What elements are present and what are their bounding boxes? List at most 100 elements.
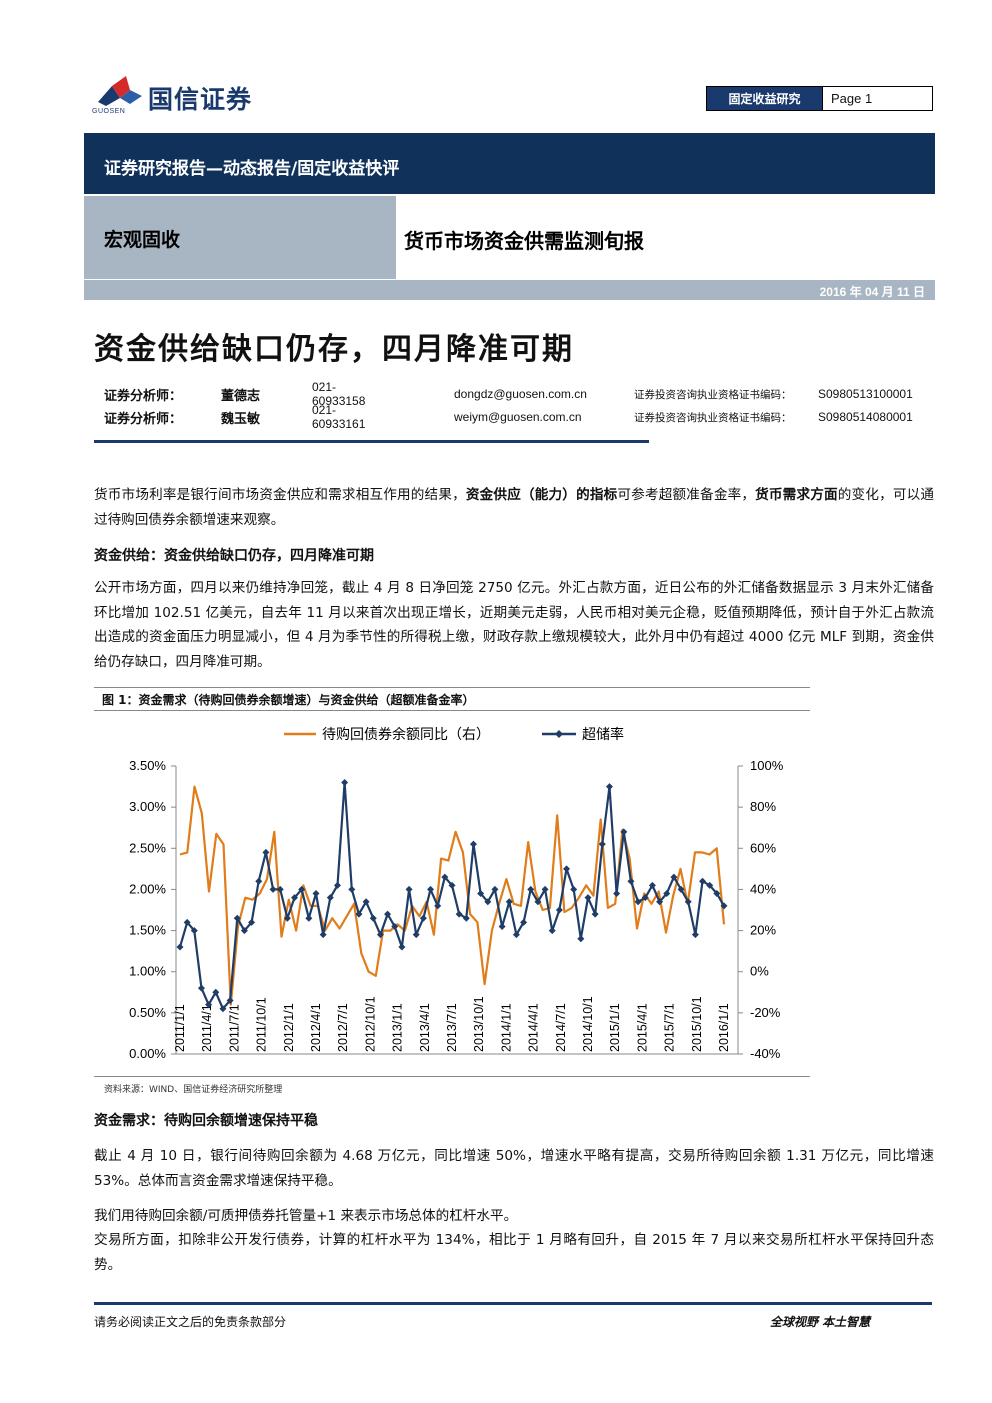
data-point [641,894,649,902]
data-point [405,885,413,893]
data-point [598,840,606,848]
legend-label: 超储率 [582,726,624,743]
data-point [684,898,692,906]
data-point [663,890,671,898]
footer-slogan: 全球视野 本土智慧 [770,1315,871,1329]
report-title-band: 货币市场资金供需监测旬报 [396,196,935,279]
data-point [419,914,427,922]
data-point [555,906,563,914]
data-point [190,927,198,935]
analyst-cert-number: S0980514080001 [818,410,913,424]
data-point [534,898,542,906]
analyst-divider [94,440,649,443]
analyst-email[interactable]: dongdz@guosen.com.cn [454,387,587,401]
data-point [448,881,456,889]
data-point [312,890,320,898]
data-point [462,914,470,922]
x-tick-label: 2014/1/1 [499,1003,513,1052]
x-tick-label: 2013/10/1 [472,996,486,1052]
x-tick-label: 2012/1/1 [282,1003,296,1052]
intro-text: 的变化，可以通过待购回债券余额增速来观察。 [94,487,935,528]
data-point [276,885,284,893]
data-point [240,927,248,935]
data-point [291,894,299,902]
data-point [670,873,678,881]
figure-title: 图 1：资金需求（待购回债券余额增速）与资金供给（超额准备金率） [94,687,810,711]
analyst-cert-number: S0980513100001 [818,387,913,401]
date-band: 2016 年 04 月 11 日 [84,280,935,300]
data-point [584,894,592,902]
figure-source: 资料来源：WIND、国信证券经济研究所整理 [104,1085,283,1095]
x-tick-label: 2015/4/1 [635,1003,649,1052]
y-tick-label-left: 0.00% [129,1046,166,1061]
data-point [212,988,220,996]
category-band: 宏观固收 [84,196,396,279]
section-heading: 资金需求：待购回余额增速保持平稳 [94,1113,318,1129]
data-point [512,931,520,939]
y-tick-label-left: 2.00% [129,881,166,896]
x-tick-label: 2015/1/1 [608,1003,622,1052]
logo-subtext: GUOSEN [92,108,126,115]
y-tick-label-right: 0% [750,964,769,979]
section-paragraph: 公开市场方面，四月以来仍维持净回笼，截止 4 月 8 日净回笼 2750 亿元。… [94,580,934,670]
y-tick-label-right: 100% [750,758,784,773]
data-point [183,918,191,926]
y-tick-label-right: 80% [750,799,776,814]
data-point [355,910,363,918]
x-tick-label: 2013/4/1 [418,1003,432,1052]
analyst-cert-label: 证券投资咨询执业资格证书编码： [634,411,792,424]
chart: 0.00% 0.50% 1.00% 1.50% 2.00% 2.50% 3.00% 3.50%… [94,712,810,1076]
report-title: 货币市场资金供需监测旬报 [404,229,644,253]
data-point [498,922,506,930]
x-tick-label: 2013/7/1 [445,1003,459,1052]
data-point [298,885,306,893]
section-paragraph: 我们用待购回余额/可质押债券托管量+1 来表示市场总体的杠杆水平。 [94,1208,518,1224]
report-date: 2016 年 04 月 11 日 [819,285,925,299]
y-tick-label-left: 1.00% [129,964,166,979]
x-tick-label: 2011/4/1 [200,1004,214,1052]
data-point [455,910,463,918]
intro-text: 可参考超额准备金率， [617,487,756,503]
data-point [427,885,435,893]
legend-marker [555,730,563,738]
section-paragraph: 交易所方面，扣除非公开发行债券，计算的杠杆水平为 134%，相比于 1 月略有回… [94,1232,934,1273]
x-tick-label: 2011/1/1 [173,1004,187,1052]
analyst-phone: 021-60933161 [312,403,366,431]
data-point [591,910,599,918]
figure-divider [94,1076,810,1077]
y-tick-label-left: 2.50% [129,840,166,855]
analyst-cert-label: 证券投资咨询执业资格证书编码： [634,388,792,401]
analyst-role: 证券分析师： [104,411,183,427]
data-point [577,935,585,943]
data-point [434,902,442,910]
y-tick-label-left: 3.50% [129,758,166,773]
data-point [176,943,184,951]
data-point [691,931,699,939]
y-tick-label-left: 0.50% [129,1005,166,1020]
data-point [570,885,578,893]
x-tick-label: 2016/1/1 [717,1003,731,1052]
data-point [319,931,327,939]
data-point [226,997,234,1005]
logo-text: 国信证券 [148,85,253,114]
data-point [219,1005,227,1013]
data-point [262,848,270,856]
data-point [205,1001,213,1009]
y-tick-label-left: 1.50% [129,923,166,938]
analyst-email[interactable]: weiym@guosen.com.cn [454,410,582,424]
y-tick-label-right: -20% [750,1005,781,1020]
data-point [441,873,449,881]
section-paragraph: 截止 4 月 10 日，银行间待购回余额为 4.68 万亿元，同比增速 50%，… [94,1148,934,1189]
x-tick-label: 2011/7/1 [227,1004,241,1052]
data-point [326,894,334,902]
data-point [477,890,485,898]
x-tick-label: 2014/7/1 [554,1003,568,1052]
intro-text: 货币市场利率是银行间市场资金供应和需求相互作用的结果， [94,487,466,503]
x-tick-label: 2011/10/1 [255,997,269,1052]
data-point [255,877,263,885]
data-point [699,877,707,885]
x-tick-label: 2012/10/1 [363,996,377,1052]
footer-disclaimer: 请务必阅读正文之后的免责条款部分 [94,1315,287,1329]
line-chart: 0.00% 0.50% 1.00% 1.50% 2.00% 2.50% 3.00% 3.50%… [129,726,784,1061]
data-point [656,898,664,906]
